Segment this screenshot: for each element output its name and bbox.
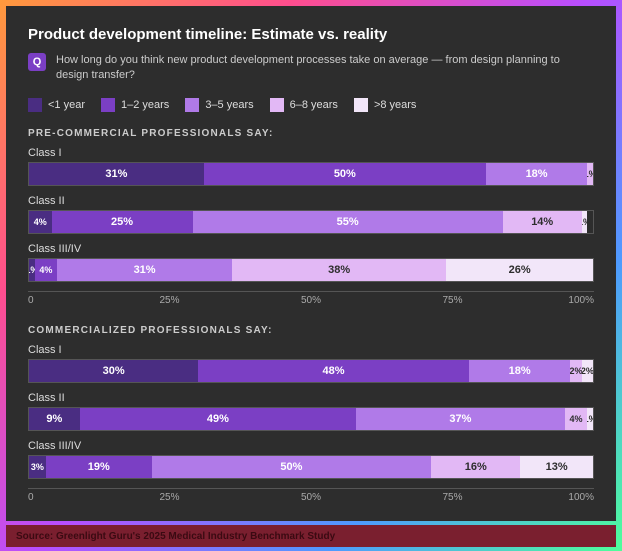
- section-label: PRE-COMMERCIAL PROFESSIONALS SAY:: [28, 128, 594, 139]
- bar-row: Class I 31%50%18%1%: [28, 147, 594, 186]
- legend-item: 3–5 years: [185, 98, 253, 112]
- bar-segment: 1%: [587, 408, 593, 430]
- bar-segment: 37%: [356, 408, 565, 430]
- legend-label: >8 years: [374, 99, 417, 111]
- bar-segment: 38%: [232, 259, 446, 281]
- legend: <1 year 1–2 years 3–5 years 6–8 years >8 yea…: [28, 98, 594, 112]
- bar-segment: 30%: [29, 360, 198, 382]
- axis-tick: 50%: [301, 492, 321, 503]
- bar-segment: 25%: [52, 211, 193, 233]
- bar-segment: 1%: [582, 211, 588, 233]
- bar-segment: 50%: [204, 163, 486, 185]
- axis-tick: 75%: [442, 492, 462, 503]
- bar-label: Class I: [28, 344, 594, 356]
- stacked-bar: 3%19%50%16%13%: [28, 455, 594, 479]
- legend-label: 3–5 years: [205, 99, 253, 111]
- legend-swatch: [270, 98, 284, 112]
- bar-segment: 2%: [582, 360, 593, 382]
- bar-row: Class III/IV 3%19%50%16%13%: [28, 440, 594, 479]
- axis-tick: 0: [28, 492, 34, 503]
- stacked-bar: 31%50%18%1%: [28, 162, 594, 186]
- bar-segment: 4%: [35, 259, 58, 281]
- bar-segment: 13%: [520, 456, 593, 478]
- section-label: COMMERCIALIZED PROFESSIONALS SAY:: [28, 325, 594, 336]
- axis-tick: 50%: [301, 295, 321, 306]
- chart-sections: PRE-COMMERCIAL PROFESSIONALS SAY: Class I…: [28, 128, 594, 508]
- stacked-bar: 9%49%37%4%1%: [28, 407, 594, 431]
- bar-row: Class III/IV 1%4%31%38%26%: [28, 243, 594, 282]
- question-row: Q How long do you think new product deve…: [28, 53, 594, 84]
- stacked-bar: 4%25%55%14%1%: [28, 210, 594, 234]
- bar-segment: 50%: [152, 456, 431, 478]
- axis-tick: 75%: [442, 295, 462, 306]
- legend-label: <1 year: [48, 99, 85, 111]
- legend-item: <1 year: [28, 98, 85, 112]
- chart-group: PRE-COMMERCIAL PROFESSIONALS SAY: Class I…: [28, 128, 594, 311]
- bar-row: Class II 9%49%37%4%1%: [28, 392, 594, 431]
- chart-panel: Product development timeline: Estimate v…: [6, 6, 616, 521]
- x-axis: 0 25% 50% 75% 100%: [28, 291, 594, 311]
- bar-label: Class III/IV: [28, 243, 594, 255]
- chart-title: Product development timeline: Estimate v…: [28, 26, 594, 43]
- legend-label: 1–2 years: [121, 99, 169, 111]
- chart-group: COMMERCIALIZED PROFESSIONALS SAY: Class I…: [28, 325, 594, 508]
- source-bar: Source: Greenlight Guru's 2025 Medical I…: [6, 525, 616, 547]
- question-badge: Q: [28, 53, 46, 71]
- bar-segment: 3%: [29, 456, 46, 478]
- bar-segment: 1%: [587, 163, 593, 185]
- axis-tick: 0: [28, 295, 34, 306]
- bar-label: Class II: [28, 195, 594, 207]
- legend-swatch: [101, 98, 115, 112]
- bar-row: Class I30%48%18%2%2%: [28, 344, 594, 383]
- axis-tick: 100%: [568, 295, 594, 306]
- legend-label: 6–8 years: [290, 99, 338, 111]
- bar-label: Class I: [28, 147, 594, 159]
- bar-segment: 4%: [565, 408, 588, 430]
- bar-segment: 26%: [446, 259, 593, 281]
- bar-row: Class II 4%25%55%14%1%: [28, 195, 594, 234]
- axis-tick: 100%: [568, 492, 594, 503]
- bar-segment: 18%: [486, 163, 588, 185]
- bar-segment: 31%: [29, 163, 204, 185]
- bar-segment: 48%: [198, 360, 469, 382]
- stacked-bar: 30%48%18%2%2%: [28, 359, 594, 383]
- legend-swatch: [28, 98, 42, 112]
- bar-segment: 9%: [29, 408, 80, 430]
- question-text: How long do you think new product develo…: [56, 53, 594, 84]
- legend-swatch: [354, 98, 368, 112]
- bar-segment: 19%: [46, 456, 152, 478]
- bar-segment: 14%: [503, 211, 582, 233]
- bar-segment: 31%: [57, 259, 232, 281]
- axis-tick: 25%: [159, 492, 179, 503]
- bar-segment: 16%: [431, 456, 520, 478]
- legend-item: 1–2 years: [101, 98, 169, 112]
- bar-segment: 18%: [469, 360, 571, 382]
- legend-item: >8 years: [354, 98, 417, 112]
- bar-segment: 49%: [80, 408, 356, 430]
- bar-segment: 55%: [193, 211, 503, 233]
- x-axis: 0 25% 50% 75% 100%: [28, 488, 594, 508]
- legend-swatch: [185, 98, 199, 112]
- bar-label: Class III/IV: [28, 440, 594, 452]
- axis-tick: 25%: [159, 295, 179, 306]
- bar-label: Class II: [28, 392, 594, 404]
- legend-item: 6–8 years: [270, 98, 338, 112]
- bar-segment: 4%: [29, 211, 52, 233]
- bar-segment: 2%: [570, 360, 581, 382]
- stacked-bar: 1%4%31%38%26%: [28, 258, 594, 282]
